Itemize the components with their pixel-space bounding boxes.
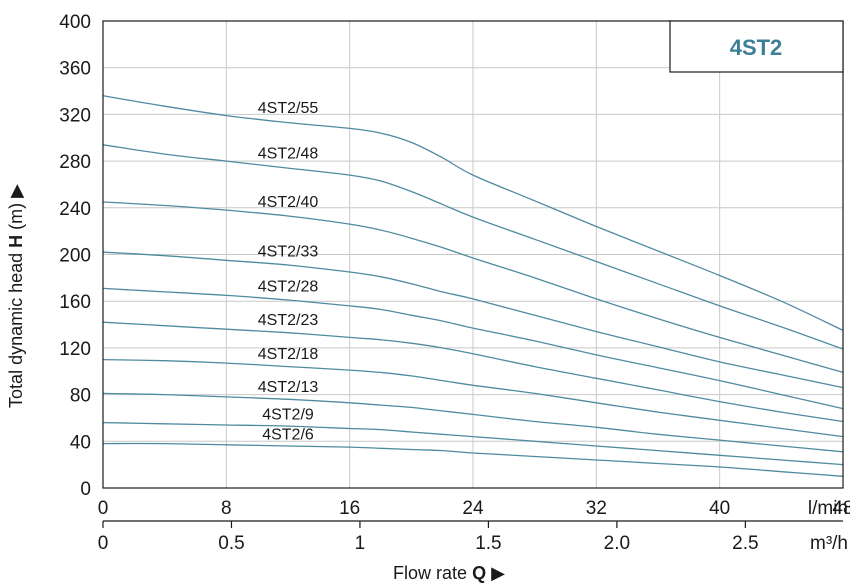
series-label: 4ST2/18 (258, 346, 319, 363)
y-tick-label: 280 (59, 152, 91, 173)
y-tick-label: 0 (80, 479, 91, 500)
curve-4st2-55 (102, 95, 844, 331)
x-unit-primary: l/min (808, 498, 848, 519)
x-axis-ticks-m3h: 00.511.52.02.53.0 (98, 521, 759, 554)
x-tick-label-lmin: 32 (586, 498, 607, 519)
x-tick-label-lmin: 16 (339, 498, 360, 519)
x-tick-label-lmin: 24 (462, 498, 484, 519)
curve-4st2-18 (102, 358, 844, 438)
series-label: 4ST2/28 (258, 279, 319, 296)
curve-4st2-40 (102, 201, 844, 374)
x-tick-label-lmin: 8 (221, 498, 232, 519)
title-box: 4ST2 (669, 20, 844, 73)
grid-lines (103, 21, 843, 488)
series-label: 4ST2/33 (258, 244, 319, 261)
x-axis-ticks-lmin: 0 8 16 24 32 40 48 (98, 498, 850, 519)
series-label: 4ST2/40 (258, 194, 319, 211)
x-axis-label: Flow rate Q ▶ (393, 563, 505, 583)
x-tick-label-lmin: 40 (709, 498, 730, 519)
y-axis-label: Total dynamic head H (m) ▶ (6, 184, 26, 408)
y-axis-ticks: 0 40 80 120 160 200 240 280 320 360 400 (59, 12, 91, 500)
curve-4st2-33 (102, 251, 844, 389)
series-label: 4ST2/13 (258, 379, 319, 396)
series-label: 4ST2/48 (258, 146, 319, 163)
y-tick-label: 160 (59, 292, 91, 313)
curve-4st2-23 (102, 321, 844, 423)
x-tick-label-m3h: 0.5 (218, 533, 244, 554)
curve-4st2-9 (102, 421, 844, 466)
x-tick-label-m3h: 2.5 (732, 533, 758, 554)
plot-frame (102, 20, 844, 489)
y-tick-label: 400 (59, 12, 91, 33)
y-tick-label: 120 (59, 339, 91, 360)
series-labels: 4ST2/55 4ST2/48 4ST2/40 4ST2/33 4ST2/28 4ST2/… (258, 100, 319, 443)
curve-4st2-48 (102, 144, 844, 350)
series-label: 4ST2/9 (262, 407, 314, 424)
x-tick-label-lmin: 0 (98, 498, 109, 519)
curve-4st2-6 (102, 442, 844, 477)
series-label: 4ST2/23 (258, 312, 319, 329)
y-tick-label: 80 (70, 386, 91, 407)
series-label: 4ST2/6 (262, 426, 314, 443)
y-tick-label: 240 (59, 199, 91, 220)
y-tick-label: 40 (70, 432, 91, 453)
x-tick-label-m3h: 1 (355, 533, 366, 554)
y-tick-label: 360 (59, 59, 91, 80)
y-tick-label: 320 (59, 105, 91, 126)
y-tick-label: 200 (59, 246, 91, 267)
curve-4st2-13 (102, 392, 844, 453)
x-tick-label-m3h: 2.0 (604, 533, 630, 554)
performance-curves (102, 95, 844, 477)
x-tick-label-m3h: 1.5 (475, 533, 501, 554)
x-unit-secondary: m³/h (810, 533, 848, 554)
curve-4st2-28 (102, 287, 844, 410)
series-label: 4ST2/55 (258, 100, 319, 117)
x-tick-label-lmin: 48 (832, 498, 850, 519)
chart-title: 4ST2 (730, 35, 783, 60)
x-tick-label-m3h: 0 (98, 533, 109, 554)
